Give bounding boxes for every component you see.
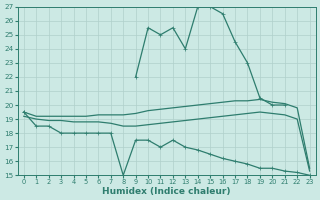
X-axis label: Humidex (Indice chaleur): Humidex (Indice chaleur): [102, 187, 231, 196]
